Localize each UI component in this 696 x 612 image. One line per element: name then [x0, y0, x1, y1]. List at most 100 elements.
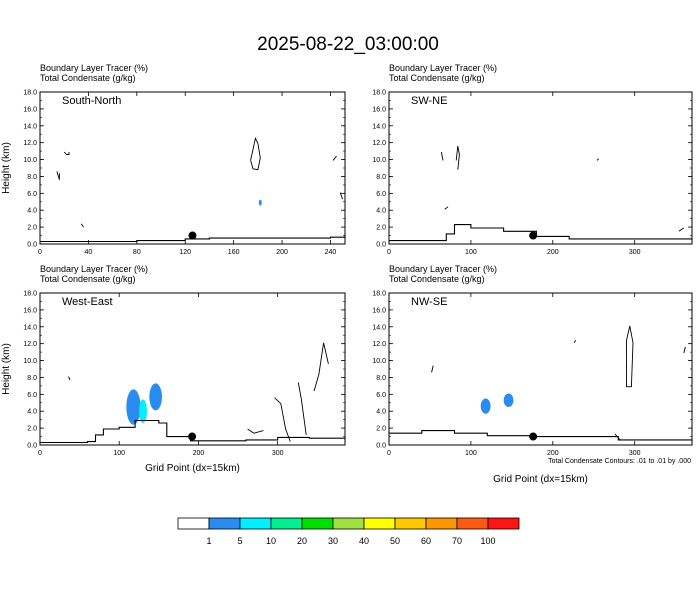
x-tick-label: 0 — [38, 249, 42, 256]
y-tick-label: 10.0 — [372, 157, 386, 164]
plot-frame — [388, 292, 693, 446]
colorbar-label: 20 — [297, 536, 307, 546]
y-tick-label: 6.0 — [376, 392, 386, 399]
y-tick-label: 14.0 — [23, 123, 37, 130]
colorbar-label: 40 — [359, 536, 369, 546]
x-tick-label: 0 — [387, 450, 391, 457]
x-tick-label: 300 — [272, 450, 284, 457]
x-tick-label: 100 — [113, 450, 125, 457]
field-label: Boundary Layer Tracer (%) — [40, 63, 148, 73]
tracer-contour — [339, 192, 344, 200]
y-tick-label: 4.0 — [27, 409, 37, 416]
colorbar-swatch — [270, 517, 303, 530]
x-tick-label: 200 — [193, 450, 205, 457]
y-tick-label: 6.0 — [27, 392, 37, 399]
location-marker — [188, 432, 197, 441]
y-tick-label: 8.0 — [376, 174, 386, 181]
y-tick-label: 2.0 — [27, 225, 37, 232]
x-tick-label: 100 — [465, 249, 477, 256]
colorbar-swatch — [239, 517, 272, 530]
tracer-contour — [80, 223, 84, 228]
condensate-shade — [258, 199, 262, 206]
y-tick-label: 8.0 — [27, 174, 37, 181]
y-tick-label: 6.0 — [376, 191, 386, 198]
y-tick-label: 8.0 — [27, 375, 37, 382]
y-tick-label: 4.0 — [376, 208, 386, 215]
tracer-contour — [683, 346, 686, 354]
y-tick-label: 18.0 — [23, 90, 37, 97]
colorbar: 1 5 10 20 30 40 50 60 70 100 — [177, 517, 520, 546]
terrain-line — [389, 430, 693, 442]
colorbar-label: 70 — [452, 536, 462, 546]
plot-frame — [39, 91, 346, 245]
tracer-contour — [455, 145, 460, 170]
x-tick-label: 100 — [465, 450, 477, 457]
y-tick-label: 16.0 — [372, 307, 386, 314]
x-tick-label: 0 — [38, 450, 42, 457]
y-axis-label: Height (km) — [1, 343, 12, 395]
x-tick-label: 200 — [547, 249, 559, 256]
panel-label: South-North — [62, 95, 121, 107]
colorbar-label: 50 — [390, 536, 400, 546]
y-tick-label: 0.0 — [376, 443, 386, 450]
colorbar-swatch — [208, 517, 241, 530]
field-label: Total Condensate (g/kg) — [40, 73, 136, 83]
terrain-line — [40, 419, 346, 444]
location-marker — [188, 231, 197, 240]
colorbar-swatch — [177, 517, 210, 530]
panels: Boundary Layer Tracer (%)Total Condensat… — [1, 63, 693, 485]
panel-3: Boundary Layer Tracer (%)Total Condensat… — [1, 264, 346, 474]
y-tick-label: 16.0 — [23, 106, 37, 113]
x-tick-label: 160 — [228, 249, 240, 256]
colorbar-swatch — [425, 517, 458, 530]
y-tick-label: 10.0 — [23, 358, 37, 365]
field-label: Total Condensate (g/kg) — [389, 73, 485, 83]
tracer-contour — [247, 428, 264, 434]
tracer-contour — [56, 171, 60, 180]
y-tick-label: 16.0 — [372, 106, 386, 113]
panel-1: Boundary Layer Tracer (%)Total Condensat… — [1, 63, 346, 256]
colorbar-swatch — [332, 517, 365, 530]
x-tick-label: 240 — [325, 249, 337, 256]
y-tick-label: 10.0 — [372, 358, 386, 365]
y-tick-label: 2.0 — [27, 426, 37, 433]
tracer-contour — [313, 342, 329, 392]
colorbar-swatch — [363, 517, 396, 530]
field-label: Total Condensate (g/kg) — [389, 274, 485, 284]
panel-label: West-East — [62, 296, 113, 308]
colorbar-label: 30 — [328, 536, 338, 546]
x-tick-label: 300 — [629, 450, 641, 457]
colorbar-label: 10 — [266, 536, 276, 546]
tracer-contour — [444, 206, 449, 210]
colorbar-swatch — [456, 517, 489, 530]
y-tick-label: 18.0 — [372, 291, 386, 298]
tracer-contour — [440, 151, 444, 161]
x-tick-label: 200 — [276, 249, 288, 256]
x-tick-label: 120 — [179, 249, 191, 256]
colorbar-label: 60 — [421, 536, 431, 546]
x-tick-label: 40 — [85, 249, 93, 256]
y-tick-label: 12.0 — [23, 341, 37, 348]
colorbar-label: 100 — [480, 536, 495, 546]
tracer-contour — [626, 325, 634, 388]
y-tick-label: 2.0 — [376, 426, 386, 433]
y-tick-label: 10.0 — [23, 157, 37, 164]
panel-4: Boundary Layer Tracer (%)Total Condensat… — [372, 264, 693, 485]
contour-note: Total Condensate Contours: .01 to .01 by… — [548, 458, 691, 465]
x-tick-label: 200 — [547, 450, 559, 457]
location-marker — [529, 432, 538, 441]
y-tick-label: 18.0 — [23, 291, 37, 298]
tracer-contour — [63, 151, 70, 155]
y-axis-label: Height (km) — [1, 142, 12, 194]
x-tick-label: 80 — [133, 249, 141, 256]
y-tick-label: 6.0 — [27, 191, 37, 198]
x-axis-label: Grid Point (dx=15km) — [493, 474, 588, 485]
y-tick-label: 2.0 — [376, 225, 386, 232]
tracer-contour — [274, 397, 291, 442]
y-tick-label: 14.0 — [372, 123, 386, 130]
location-marker — [529, 231, 538, 240]
y-tick-label: 12.0 — [372, 341, 386, 348]
tracer-contour — [250, 137, 261, 171]
y-tick-label: 14.0 — [23, 324, 37, 331]
